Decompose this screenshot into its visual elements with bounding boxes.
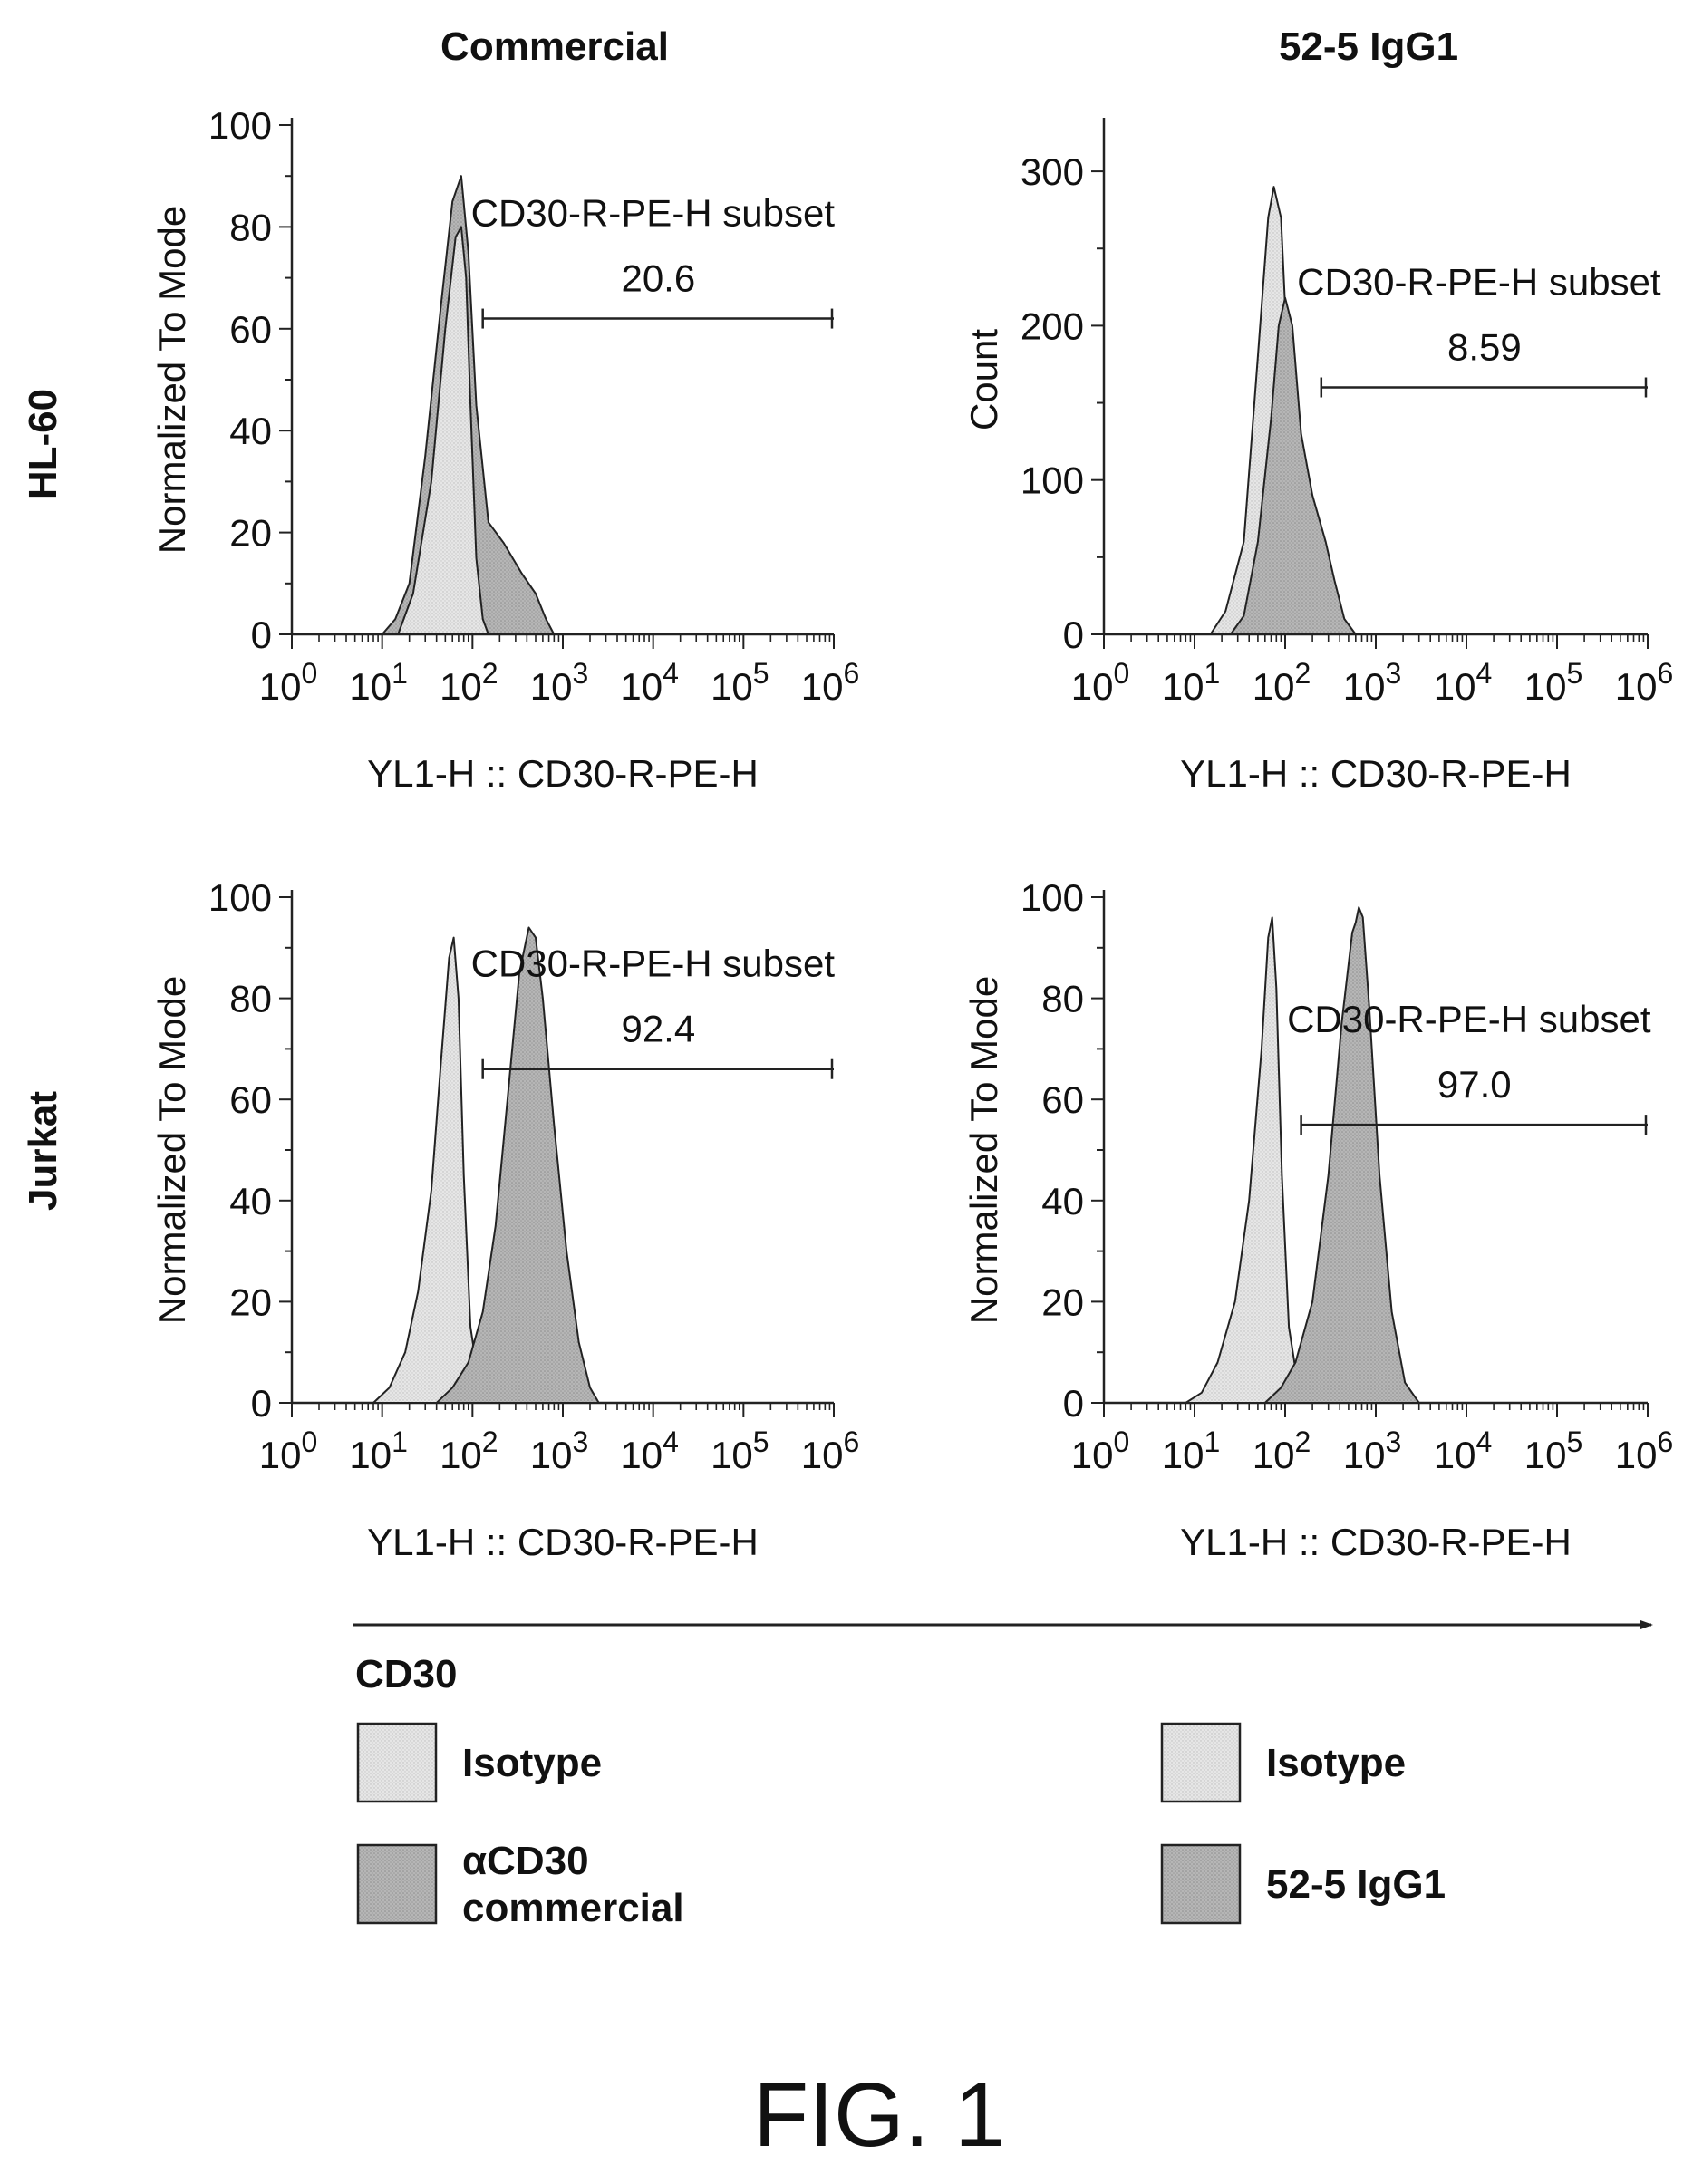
- x-tick-label: 104: [1434, 1425, 1493, 1476]
- x-tick-label: 100: [1071, 657, 1130, 708]
- legend-swatch-right-isotype: [1160, 1722, 1242, 1803]
- x-tick-label: 105: [711, 657, 769, 708]
- x-tick-label: 104: [620, 657, 679, 708]
- legend-swatch-left-antibody: [356, 1843, 438, 1925]
- histogram-series-antibody: [1263, 906, 1420, 1404]
- x-tick-label: 102: [1253, 657, 1311, 708]
- y-tick-label: 0: [1063, 1382, 1084, 1425]
- gate-label: CD30-R-PE-H subset: [471, 192, 836, 235]
- legend-label-right-antibody: 52-5 IgG1: [1266, 1862, 1446, 1907]
- x-tick-label: 106: [1615, 1425, 1674, 1476]
- y-tick-label: 80: [229, 978, 272, 1020]
- x-axis-label: YL1-H :: CD30-R-PE-H: [1180, 1521, 1572, 1563]
- x-tick-label: 105: [1524, 1425, 1583, 1476]
- x-tick-label: 103: [530, 1425, 589, 1476]
- gate-percentage: 92.4: [621, 1008, 695, 1050]
- x-tick-label: 101: [1162, 657, 1221, 708]
- x-tick-label: 103: [1343, 1425, 1402, 1476]
- x-tick-label: 100: [1071, 1425, 1130, 1476]
- y-tick-label: 80: [1041, 978, 1084, 1020]
- y-tick-label: 60: [1041, 1078, 1084, 1121]
- histogram-panel-hl60-commercial: 0 20 40 60 80 100 100 101 102 103 104 105 106 YL1-H :…: [150, 104, 859, 795]
- x-tick-label: 105: [1524, 657, 1583, 708]
- y-tick-label: 40: [229, 1180, 272, 1222]
- x-tick-label: 105: [711, 1425, 769, 1476]
- x-tick-label: 103: [1343, 657, 1402, 708]
- y-tick-label: 200: [1021, 304, 1084, 347]
- y-tick-label: 40: [229, 410, 272, 452]
- gate-percentage: 20.6: [621, 257, 695, 300]
- y-axis-label: Count: [963, 329, 1005, 430]
- x-tick-label: 102: [1253, 1425, 1311, 1476]
- x-tick-label: 104: [1434, 657, 1493, 708]
- y-tick-label: 20: [229, 1280, 272, 1323]
- histogram-series-isotype: [1185, 916, 1307, 1404]
- x-tick-label: 103: [530, 657, 589, 708]
- x-tick-label: 101: [349, 1425, 408, 1476]
- y-tick-label: 100: [1021, 459, 1084, 502]
- legend-swatch-right-antibody: [1160, 1843, 1242, 1925]
- x-tick-label: 106: [801, 1425, 860, 1476]
- y-tick-label: 20: [1041, 1280, 1084, 1323]
- y-axis-label: Normalized To Mode: [150, 976, 193, 1324]
- y-tick-label: 20: [229, 512, 272, 555]
- y-tick-label: 60: [229, 308, 272, 351]
- gate-percentage: 8.59: [1447, 326, 1522, 369]
- x-axis-label: YL1-H :: CD30-R-PE-H: [367, 752, 759, 795]
- legend-label-left-antibody: αCD30: [462, 1839, 589, 1883]
- legend-label-right-isotype: Isotype: [1266, 1741, 1406, 1785]
- y-tick-label: 60: [229, 1078, 272, 1121]
- y-tick-label: 100: [208, 876, 272, 919]
- y-tick-label: 0: [251, 614, 272, 656]
- legend-label-left-isotype: Isotype: [462, 1741, 602, 1785]
- x-tick-label: 101: [349, 657, 408, 708]
- x-tick-label: 101: [1162, 1425, 1221, 1476]
- x-tick-label: 100: [259, 1425, 318, 1476]
- histogram-series-isotype: [372, 936, 489, 1404]
- x-tick-label: 102: [440, 657, 498, 708]
- histogram-series-antibody: [435, 926, 600, 1404]
- cd30-arrow-label: CD30: [355, 1652, 458, 1696]
- y-tick-label: 0: [251, 1382, 272, 1425]
- y-tick-label: 100: [1021, 876, 1084, 919]
- y-tick-label: 40: [1041, 1180, 1084, 1222]
- legend-label-left-antibody: commercial: [462, 1886, 684, 1930]
- x-tick-label: 100: [259, 657, 318, 708]
- y-tick-label: 0: [1063, 614, 1084, 656]
- column-title-52-5-igg1: 52-5 IgG1: [1279, 24, 1458, 69]
- y-axis-label: Normalized To Mode: [963, 976, 1005, 1324]
- histogram-panel-jurkat-52-5-igg1: 0 20 40 60 80 100 100 101 102 103 104 105 106 YL1-H :…: [963, 876, 1673, 1563]
- row-title-hl60: HL-60: [21, 389, 65, 499]
- x-tick-label: 102: [440, 1425, 498, 1476]
- gate-label: CD30-R-PE-H subset: [471, 942, 836, 985]
- y-tick-label: 300: [1021, 150, 1084, 193]
- x-tick-label: 106: [801, 657, 860, 708]
- x-axis-label: YL1-H :: CD30-R-PE-H: [367, 1521, 759, 1563]
- gate-label: CD30-R-PE-H subset: [1287, 998, 1651, 1040]
- gate-percentage: 97.0: [1437, 1063, 1512, 1106]
- legend-swatch-left-isotype: [356, 1722, 438, 1803]
- y-tick-label: 100: [208, 104, 272, 147]
- gate-label: CD30-R-PE-H subset: [1297, 261, 1661, 304]
- x-tick-label: 106: [1615, 657, 1674, 708]
- y-tick-label: 80: [229, 206, 272, 248]
- figure-label: FIG. 1: [753, 2064, 1005, 2166]
- histogram-panel-jurkat-commercial: 0 20 40 60 80 100 100 101 102 103 104 105 106 YL1-H :…: [150, 876, 859, 1563]
- column-title-commercial: Commercial: [440, 24, 669, 69]
- y-axis-label: Normalized To Mode: [150, 206, 193, 554]
- histogram-series-isotype: [397, 226, 489, 635]
- histogram-series-antibody: [1229, 296, 1357, 635]
- row-title-jurkat: Jurkat: [21, 1091, 65, 1211]
- x-tick-label: 104: [620, 1425, 679, 1476]
- x-axis-label: YL1-H :: CD30-R-PE-H: [1180, 752, 1572, 795]
